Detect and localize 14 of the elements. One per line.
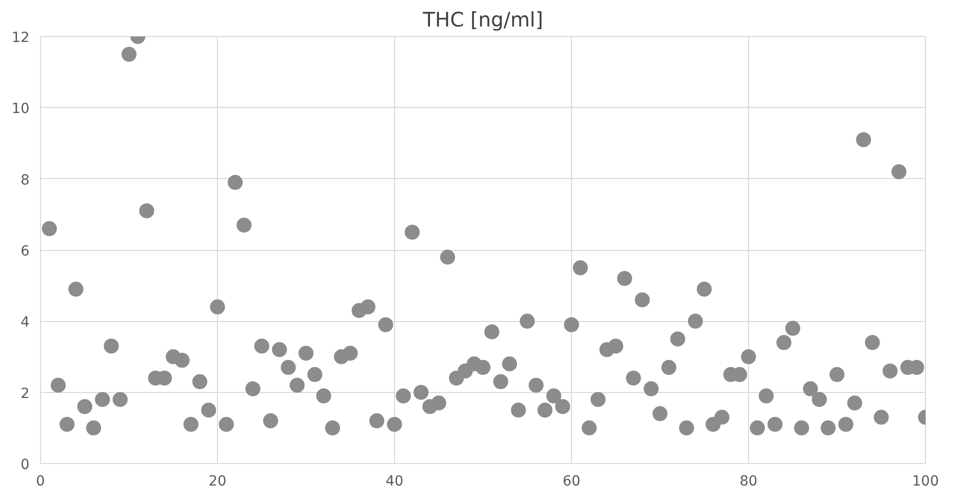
y-tick-label: 4	[20, 314, 30, 331]
y-tick-label: 6	[20, 244, 30, 260]
x-tick-label: 0	[36, 474, 45, 490]
y-tick-label: 2	[20, 386, 30, 402]
x-tick-label: 20	[208, 474, 226, 490]
x-tick-label: 40	[386, 474, 404, 490]
y-tick-label: 10	[12, 101, 30, 118]
chart-title: THC [ng/ml]	[422, 8, 544, 32]
y-tick-label: 0	[20, 457, 30, 473]
x-tick-label: 60	[562, 474, 580, 490]
x-tick-label: 80	[740, 474, 758, 490]
y-tick-label: 8	[20, 172, 30, 188]
x-tick-label: 100	[912, 474, 939, 490]
y-tick-label: 12	[12, 30, 30, 46]
